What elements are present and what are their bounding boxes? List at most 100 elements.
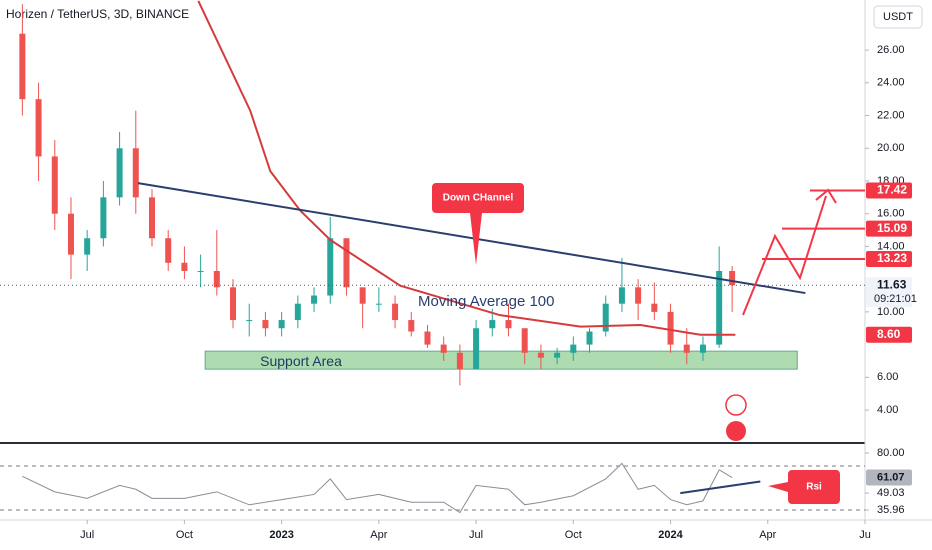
y-tick-label: 22.00 bbox=[877, 109, 905, 121]
y-tick-label: 10.00 bbox=[877, 306, 905, 318]
candle bbox=[440, 336, 447, 361]
candle bbox=[537, 344, 544, 370]
x-tick-label: Oct bbox=[565, 529, 582, 541]
candle bbox=[473, 320, 480, 370]
candle bbox=[716, 246, 723, 348]
candle-body bbox=[424, 331, 431, 345]
candle-body bbox=[667, 311, 674, 345]
candle-body bbox=[699, 344, 706, 353]
candle bbox=[132, 110, 139, 214]
candle bbox=[19, 4, 26, 116]
y-tick-label: 20.00 bbox=[877, 142, 905, 154]
candle-body bbox=[408, 320, 415, 332]
unit-label[interactable]: USDT bbox=[883, 11, 913, 23]
candle-body bbox=[246, 320, 253, 322]
projection-arrowhead bbox=[815, 188, 837, 204]
candle bbox=[311, 287, 318, 312]
candle bbox=[618, 257, 625, 312]
x-tick-label: Jul bbox=[469, 529, 483, 541]
candle-body bbox=[489, 320, 496, 329]
rsi-callout bbox=[768, 470, 840, 504]
rsi-tag-label: 61.07 bbox=[877, 471, 905, 483]
chart-title: Horizen / TetherUS, 3D, BINANCE bbox=[6, 7, 189, 21]
candle bbox=[699, 336, 706, 361]
x-tick-label: 2023 bbox=[269, 529, 293, 541]
candle bbox=[278, 311, 285, 337]
y-tick-label: 26.00 bbox=[877, 44, 905, 56]
candle bbox=[456, 344, 463, 386]
candle bbox=[375, 287, 382, 312]
candle bbox=[683, 328, 690, 365]
candle bbox=[100, 180, 107, 247]
candle-body bbox=[67, 213, 74, 255]
candle bbox=[165, 230, 172, 271]
y-tick-label: 35.96 bbox=[877, 504, 905, 516]
candle-body bbox=[473, 328, 480, 370]
trend-line bbox=[137, 182, 806, 295]
event-icon[interactable] bbox=[725, 394, 747, 416]
candle-body bbox=[181, 262, 188, 271]
candle bbox=[84, 230, 91, 271]
candle-body bbox=[440, 344, 447, 353]
candle-body bbox=[392, 303, 399, 321]
rsi-line bbox=[22, 462, 733, 514]
candle-body bbox=[570, 344, 577, 353]
candle-body bbox=[651, 303, 658, 312]
support-label: Support Area bbox=[260, 353, 342, 369]
candle bbox=[651, 282, 658, 321]
candle bbox=[359, 287, 366, 329]
y-tick-label: 80.00 bbox=[877, 447, 905, 459]
candle bbox=[554, 347, 561, 365]
price-tag-label: 13.23 bbox=[877, 251, 907, 265]
candle-body bbox=[213, 270, 220, 288]
candle-body bbox=[456, 352, 463, 370]
candle-body bbox=[294, 303, 301, 321]
candle bbox=[343, 238, 350, 296]
candle-body bbox=[729, 270, 736, 286]
unit-button[interactable] bbox=[873, 5, 923, 29]
candle-body bbox=[132, 148, 139, 198]
ma-label: Moving Average 100 bbox=[418, 293, 555, 310]
candle bbox=[116, 131, 123, 206]
rsi-tag bbox=[866, 469, 912, 486]
event-icon[interactable] bbox=[726, 421, 746, 441]
callout-text: Down CHannel bbox=[443, 193, 514, 204]
price-tag-label: 15.09 bbox=[877, 221, 907, 235]
x-tick-label: Ju bbox=[859, 529, 871, 541]
candle-body bbox=[327, 238, 334, 296]
candle-body bbox=[51, 156, 58, 214]
callout-box bbox=[432, 183, 524, 265]
y-tick-label: 6.00 bbox=[877, 371, 898, 383]
candle-body bbox=[683, 344, 690, 353]
candle bbox=[586, 328, 593, 353]
support-area bbox=[204, 350, 798, 370]
candle bbox=[35, 82, 42, 181]
candle-body bbox=[35, 99, 42, 157]
candle-body bbox=[84, 238, 91, 255]
candle bbox=[294, 295, 301, 329]
candle bbox=[408, 311, 415, 337]
projection-path bbox=[742, 195, 827, 316]
y-tick-label: 14.00 bbox=[877, 240, 905, 252]
candle-body bbox=[311, 295, 318, 304]
candle bbox=[602, 295, 609, 337]
y-tick-label: 49.03 bbox=[877, 487, 905, 499]
candle-body bbox=[148, 197, 155, 239]
candle bbox=[213, 230, 220, 296]
candle bbox=[230, 279, 237, 329]
price-tag-label: 8.60 bbox=[877, 327, 901, 341]
x-tick-label: Apr bbox=[370, 529, 387, 541]
candle-body bbox=[505, 320, 512, 329]
candle bbox=[729, 266, 736, 312]
candle-body bbox=[635, 287, 642, 304]
candle-body bbox=[521, 328, 528, 353]
candle bbox=[67, 197, 74, 280]
candle-body bbox=[618, 287, 625, 304]
candle-body bbox=[343, 238, 350, 288]
candle-body bbox=[230, 287, 237, 321]
x-tick-label: Apr bbox=[759, 529, 776, 541]
price-tag bbox=[866, 182, 912, 199]
y-tick-label: 24.00 bbox=[877, 77, 905, 89]
